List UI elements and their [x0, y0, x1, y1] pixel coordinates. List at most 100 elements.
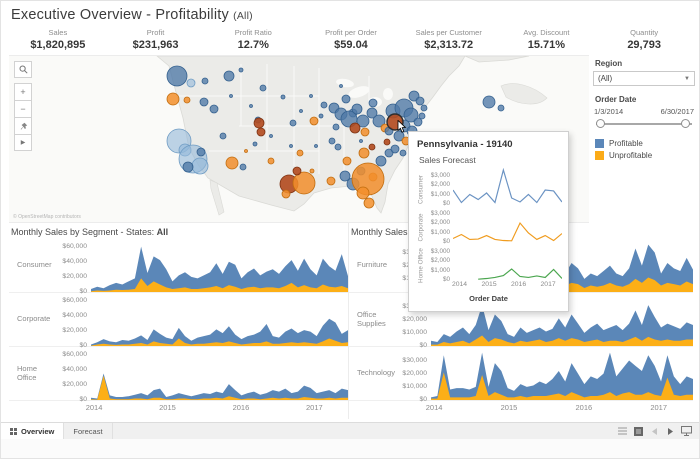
map-bubble[interactable] [342, 156, 352, 166]
slider-handle-right[interactable] [681, 119, 690, 128]
map-bubble[interactable] [253, 117, 265, 129]
map-bubble[interactable] [320, 101, 328, 109]
legend-item-unprofitable[interactable]: Unprofitable [595, 151, 695, 160]
map-bubble[interactable] [166, 65, 188, 87]
map-bubble[interactable] [223, 70, 235, 82]
map-bubble[interactable] [372, 114, 386, 128]
map-bubble[interactable] [339, 170, 351, 182]
area-chart[interactable] [91, 242, 348, 292]
map-bubble[interactable] [182, 161, 194, 173]
map-bubble[interactable] [296, 149, 304, 157]
map-bubble[interactable] [366, 107, 378, 119]
map-bubble[interactable] [267, 157, 275, 165]
map-bubble[interactable] [368, 98, 378, 108]
map-bubble[interactable] [309, 116, 319, 126]
area-chart[interactable] [431, 296, 693, 346]
map-bubble[interactable] [359, 139, 363, 143]
map-bubble[interactable] [238, 67, 244, 73]
map-bubble[interactable] [351, 103, 363, 115]
area-chart[interactable] [91, 350, 348, 400]
map-bubble[interactable] [390, 144, 400, 154]
prev-sheet-button[interactable] [648, 425, 661, 437]
map-bubble[interactable] [415, 96, 425, 106]
map-zoom-in-button[interactable]: + [14, 83, 32, 100]
map-bubble[interactable] [358, 147, 370, 159]
map-bubble[interactable] [209, 104, 219, 114]
legend-item-profitable[interactable]: Profitable [595, 139, 695, 148]
date-slider[interactable] [596, 119, 692, 129]
area-chart[interactable] [431, 350, 693, 400]
filmstrip-button[interactable] [632, 425, 645, 437]
sheet-sorter-button[interactable] [616, 425, 629, 437]
map-pin-button[interactable] [14, 117, 32, 134]
map-bubble[interactable] [280, 94, 286, 100]
map-bubble[interactable] [299, 109, 303, 113]
region-dropdown[interactable]: (All) ▼ [593, 71, 695, 86]
map-search-button[interactable] [14, 61, 32, 78]
map-bubble[interactable] [309, 94, 313, 98]
map-bubble[interactable] [399, 149, 407, 157]
map-bubble[interactable] [328, 137, 336, 145]
map-bubble[interactable] [244, 149, 248, 153]
map-bubble[interactable] [497, 104, 505, 112]
map-bubble[interactable] [356, 114, 370, 128]
map-bubble[interactable] [229, 94, 233, 98]
map-bubble[interactable] [318, 113, 324, 119]
map-bubble[interactable] [166, 92, 180, 106]
tab-forecast[interactable]: Forecast [64, 423, 113, 439]
map-bubble[interactable] [259, 84, 267, 92]
map-bubble[interactable] [360, 127, 370, 137]
map-bubble[interactable] [292, 171, 316, 195]
map-bubble[interactable] [199, 97, 209, 107]
map-pan-button[interactable]: ▶ [14, 134, 32, 151]
map-bubble[interactable] [314, 144, 318, 148]
map-bubble[interactable] [201, 77, 209, 85]
map-bubble[interactable] [249, 104, 253, 108]
map-bubble[interactable] [326, 176, 336, 186]
map-bubble[interactable] [281, 189, 291, 199]
map-bubble[interactable] [191, 157, 209, 175]
map-bubble[interactable] [341, 94, 351, 104]
map-bubble[interactable] [420, 104, 428, 112]
map-bubble[interactable] [332, 123, 340, 131]
map-bubble[interactable] [292, 166, 302, 176]
map-bubble[interactable] [482, 95, 496, 109]
tab-overview[interactable]: Overview [1, 423, 65, 439]
slider-track[interactable] [596, 123, 692, 125]
map-bubble[interactable] [363, 197, 375, 209]
map-bubble[interactable] [413, 117, 423, 127]
map-bubble[interactable] [418, 112, 426, 120]
map-bubble[interactable] [289, 144, 293, 148]
map-bubble[interactable] [186, 78, 196, 88]
area-chart[interactable] [91, 296, 348, 346]
map-bubble[interactable] [334, 143, 342, 151]
area-chart-plot[interactable] [91, 293, 348, 346]
next-sheet-button[interactable] [664, 425, 677, 437]
map-bubble[interactable] [339, 84, 343, 88]
area-chart-plot[interactable] [431, 347, 693, 400]
area-chart-plot[interactable] [91, 347, 348, 400]
map-bubble[interactable] [403, 107, 419, 123]
map-bubble[interactable] [393, 130, 405, 142]
map-bubble[interactable] [383, 138, 391, 146]
map-bubble[interactable] [368, 143, 376, 151]
map-bubble[interactable] [239, 163, 247, 171]
map-bubble[interactable] [384, 148, 394, 158]
map-bubble[interactable] [356, 186, 370, 200]
map-bubble[interactable] [269, 134, 273, 138]
map-bubble[interactable] [183, 96, 191, 104]
map-bubble[interactable] [289, 119, 297, 127]
presentation-mode-button[interactable] [680, 425, 693, 437]
map-bubble[interactable] [309, 168, 315, 174]
map-bubble[interactable] [375, 155, 387, 167]
slider-handle-left[interactable] [596, 119, 605, 128]
map-zoom-out-button[interactable]: − [14, 100, 32, 117]
map-bubble[interactable] [219, 132, 227, 140]
map-bubble[interactable] [225, 156, 239, 170]
map-bubble[interactable] [349, 122, 361, 134]
area-chart-plot[interactable] [431, 293, 693, 346]
area-chart-plot[interactable] [91, 239, 348, 292]
map-bubble[interactable] [252, 141, 258, 147]
map-bubble[interactable] [256, 127, 266, 137]
map-bubble[interactable] [196, 147, 206, 157]
